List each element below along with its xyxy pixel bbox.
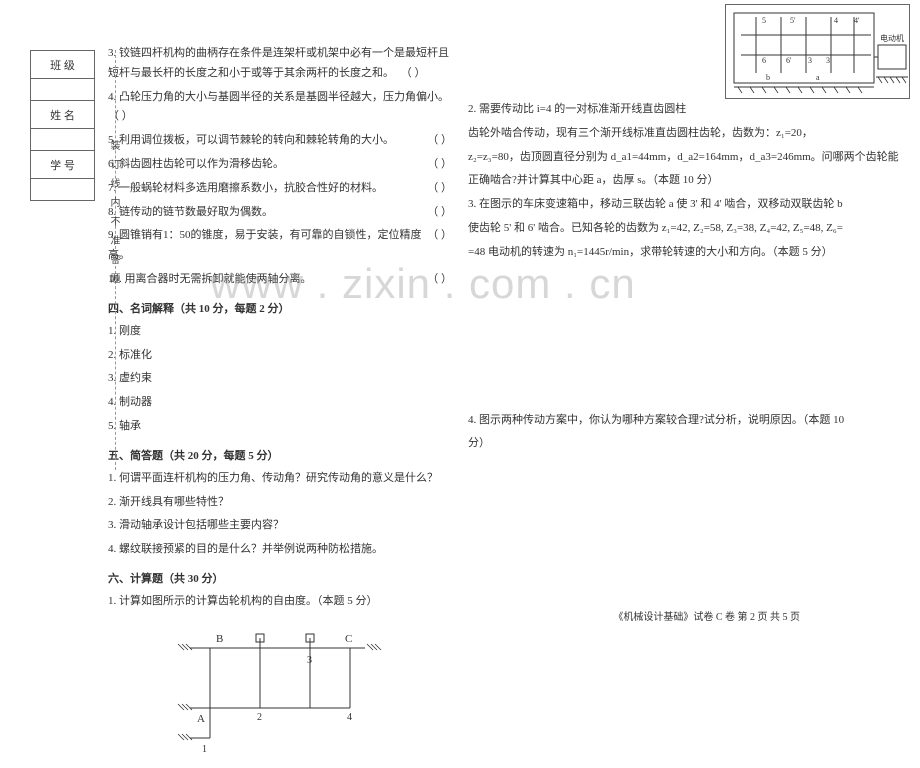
tf-q9: 9. 圆锥销有1：50的锥度，易于安装，有可靠的自锁性，定位精度高。（ ） <box>108 226 452 266</box>
dg-5: 5 <box>762 16 766 25</box>
tf-q10: 10. 用离合器时无需拆卸就能使两轴分离。（ ） <box>108 270 452 290</box>
page-footer: 《机械设计基础》试卷 C 卷 第 2 页 共 5 页 <box>613 608 800 623</box>
side-name-blank <box>31 129 95 151</box>
dg-3p: 3' <box>826 56 832 65</box>
side-class-blank <box>31 79 95 101</box>
tf-q3-bracket: （ ） <box>397 67 426 79</box>
tf-q8-text: 8. 链传动的链节数最好取为偶数。 <box>108 203 423 223</box>
sec5-title: 五、简答题（共 20 分，每题 5 分） <box>108 447 452 463</box>
side-name: 姓 名 <box>31 101 95 129</box>
r-p5: 3. 在图示的车床变速箱中，移动三联齿轮 a 使 3' 和 4' 啮合，双移动双… <box>468 195 912 215</box>
sec6-title: 六、计算题（共 30 分） <box>108 570 452 586</box>
tf-q7: 7. 一般蜗轮材料多选用磨擦系数小，抗胶合性好的材料。（ ） <box>108 179 452 199</box>
fig-label-A: A <box>197 713 205 725</box>
dg-5p: 5' <box>790 16 796 25</box>
right-content: 2. 需要传动比 i=4 的一对标准渐开线直齿圆柱 齿轮外啮合传动，现有三个渐开… <box>468 100 912 454</box>
tf-q6-text: 6. 斜齿圆柱齿轮可以作为滑移齿轮。 <box>108 155 423 175</box>
gearbox-diagram: 5 5' 4 4' 6 6' 3 3' b a 电动机 <box>725 4 910 99</box>
side-class: 班 级 <box>31 51 95 79</box>
tf-q5-bracket: （ ） <box>423 131 452 151</box>
dg-3: 3 <box>808 56 812 65</box>
tf-q8-bracket: （ ） <box>423 203 452 223</box>
sec5-i4: 4. 螺纹联接预紧的目的是什么？并举例说两种防松措施。 <box>108 540 452 560</box>
tf-q9-bracket: （ ） <box>423 226 452 266</box>
dg-6p: 6' <box>786 56 792 65</box>
tf-q6: 6. 斜齿圆柱齿轮可以作为滑移齿轮。（ ） <box>108 155 452 175</box>
r-p9: 分） <box>468 434 912 454</box>
tf-q3: 3. 铰链四杆机构的曲柄存在条件是连架杆或机架中必有一个是最短杆且短杆与最长杆的… <box>108 44 452 84</box>
sec4-i5: 5. 轴承 <box>108 417 452 437</box>
r-p8: 4. 图示两种传动方案中，你认为哪种方案较合理?试分析，说明原因。（本题 10 <box>468 411 912 431</box>
tf-q9-text: 9. 圆锥销有1：50的锥度，易于安装，有可靠的自锁性，定位精度高。 <box>108 226 423 266</box>
r-p6: 使齿轮 5' 和 6' 啮合。已知各轮的齿数为 z₁=42, Z₂=58, Z₃… <box>468 219 912 239</box>
dg-4p: 4' <box>854 16 860 25</box>
dg-a: a <box>816 73 820 82</box>
dg-motor: 电动机 <box>880 33 904 43</box>
fig-label-4: 4 <box>347 712 352 723</box>
fig-label-3: 3 <box>307 655 312 666</box>
sec4-i4: 4. 制动器 <box>108 393 452 413</box>
fig-label-C: C <box>345 633 352 645</box>
dg-6: 6 <box>762 56 766 65</box>
tf-q10-text: 10. 用离合器时无需拆卸就能使两轴分离。 <box>108 270 423 290</box>
tf-q7-text: 7. 一般蜗轮材料多选用磨擦系数小，抗胶合性好的材料。 <box>108 179 423 199</box>
tf-q10-bracket: （ ） <box>423 270 452 290</box>
sec4-title: 四、名词解释（共 10 分，每题 2 分） <box>108 300 452 316</box>
fig-label-2: 2 <box>257 712 262 723</box>
side-id: 学 号 <box>31 151 95 179</box>
sec6-q1: 1. 计算如图所示的计算齿轮机构的自由度。（本题 5 分） <box>108 592 452 612</box>
sec4-i1: 1. 刚度 <box>108 322 452 342</box>
sec5-i2: 2. 渐开线具有哪些特性？ <box>108 493 452 513</box>
sec5-i1: 1. 何谓平面连杆机构的压力角、传动角？研究传动角的意义是什么？ <box>108 469 452 489</box>
dg-b: b <box>766 73 770 82</box>
r-p7: =48 电动机的转速为 n₁=1445r/min，求带轮转速的大小和方向。（本题… <box>468 243 912 263</box>
r-p2: 齿轮外啮合传动，现有三个渐开线标准直齿圆柱齿轮，齿数为：z₁=20， <box>468 124 912 144</box>
gear-mechanism-figure: B C A 1 2 3 4 <box>150 618 410 768</box>
r-p1: 2. 需要传动比 i=4 的一对标准渐开线直齿圆柱 <box>468 100 912 120</box>
tf-q8: 8. 链传动的链节数最好取为偶数。（ ） <box>108 203 452 223</box>
binding-note: 装订线内不准答题 <box>106 140 121 292</box>
tf-q5: 5. 利用调位拨板，可以调节棘轮的转向和棘轮转角的大小。（ ） <box>108 131 452 151</box>
fig-label-1: 1 <box>202 744 207 755</box>
tf-q7-bracket: （ ） <box>423 179 452 199</box>
tf-q4: 4. 凸轮压力角的大小与基圆半径的关系是基圆半径越大，压力角偏小。（ ） <box>108 88 452 128</box>
sec4-i2: 2. 标准化 <box>108 346 452 366</box>
tf-q5-text: 5. 利用调位拨板，可以调节棘轮的转向和棘轮转角的大小。 <box>108 131 423 151</box>
tf-q6-bracket: （ ） <box>423 155 452 175</box>
side-info-table: 班 级 姓 名 学 号 <box>30 50 95 201</box>
dg-4: 4 <box>834 16 838 25</box>
sec4-i3: 3. 虚约束 <box>108 369 452 389</box>
fig-label-B: B <box>216 633 223 645</box>
side-id-blank <box>31 179 95 201</box>
r-p4: 正确啮合?并计算其中心距 a，齿厚 s。（本题 10 分） <box>468 171 912 191</box>
sec5-i3: 3. 滑动轴承设计包括哪些主要内容？ <box>108 516 452 536</box>
left-content: 3. 铰链四杆机构的曲柄存在条件是连架杆或机架中必有一个是最短杆且短杆与最长杆的… <box>108 44 452 768</box>
r-p3: z₂=z₃=80，齿顶圆直径分别为 d_a1=44mm，d_a2=164mm，d… <box>468 148 912 168</box>
